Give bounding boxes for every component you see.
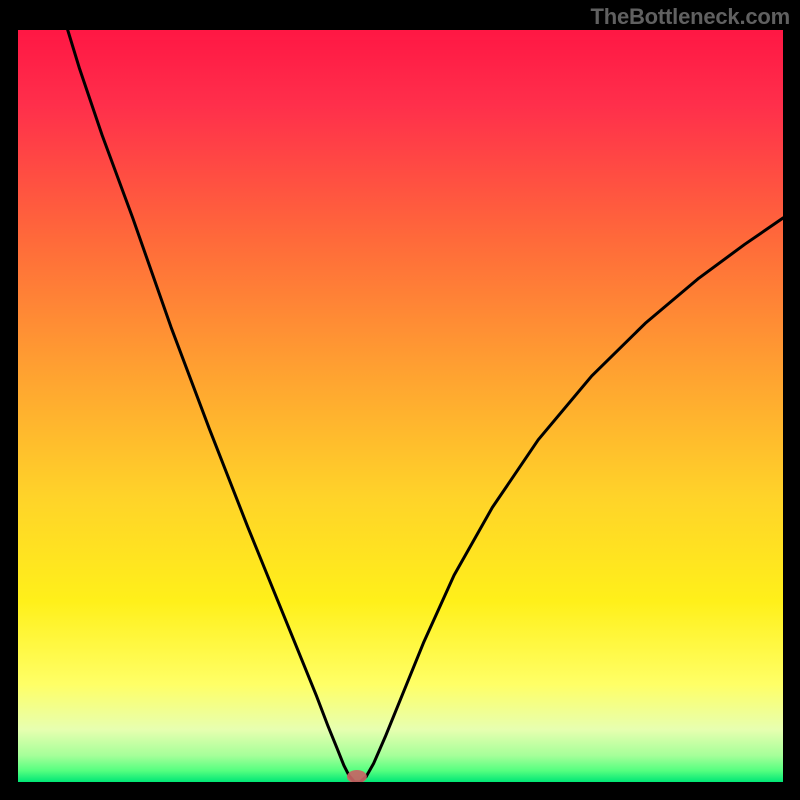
plot-svg xyxy=(18,30,783,782)
watermark-text: TheBottleneck.com xyxy=(590,4,790,30)
chart-frame: TheBottleneck.com xyxy=(0,0,800,800)
gradient-background xyxy=(18,30,783,782)
plot-area xyxy=(18,30,783,782)
